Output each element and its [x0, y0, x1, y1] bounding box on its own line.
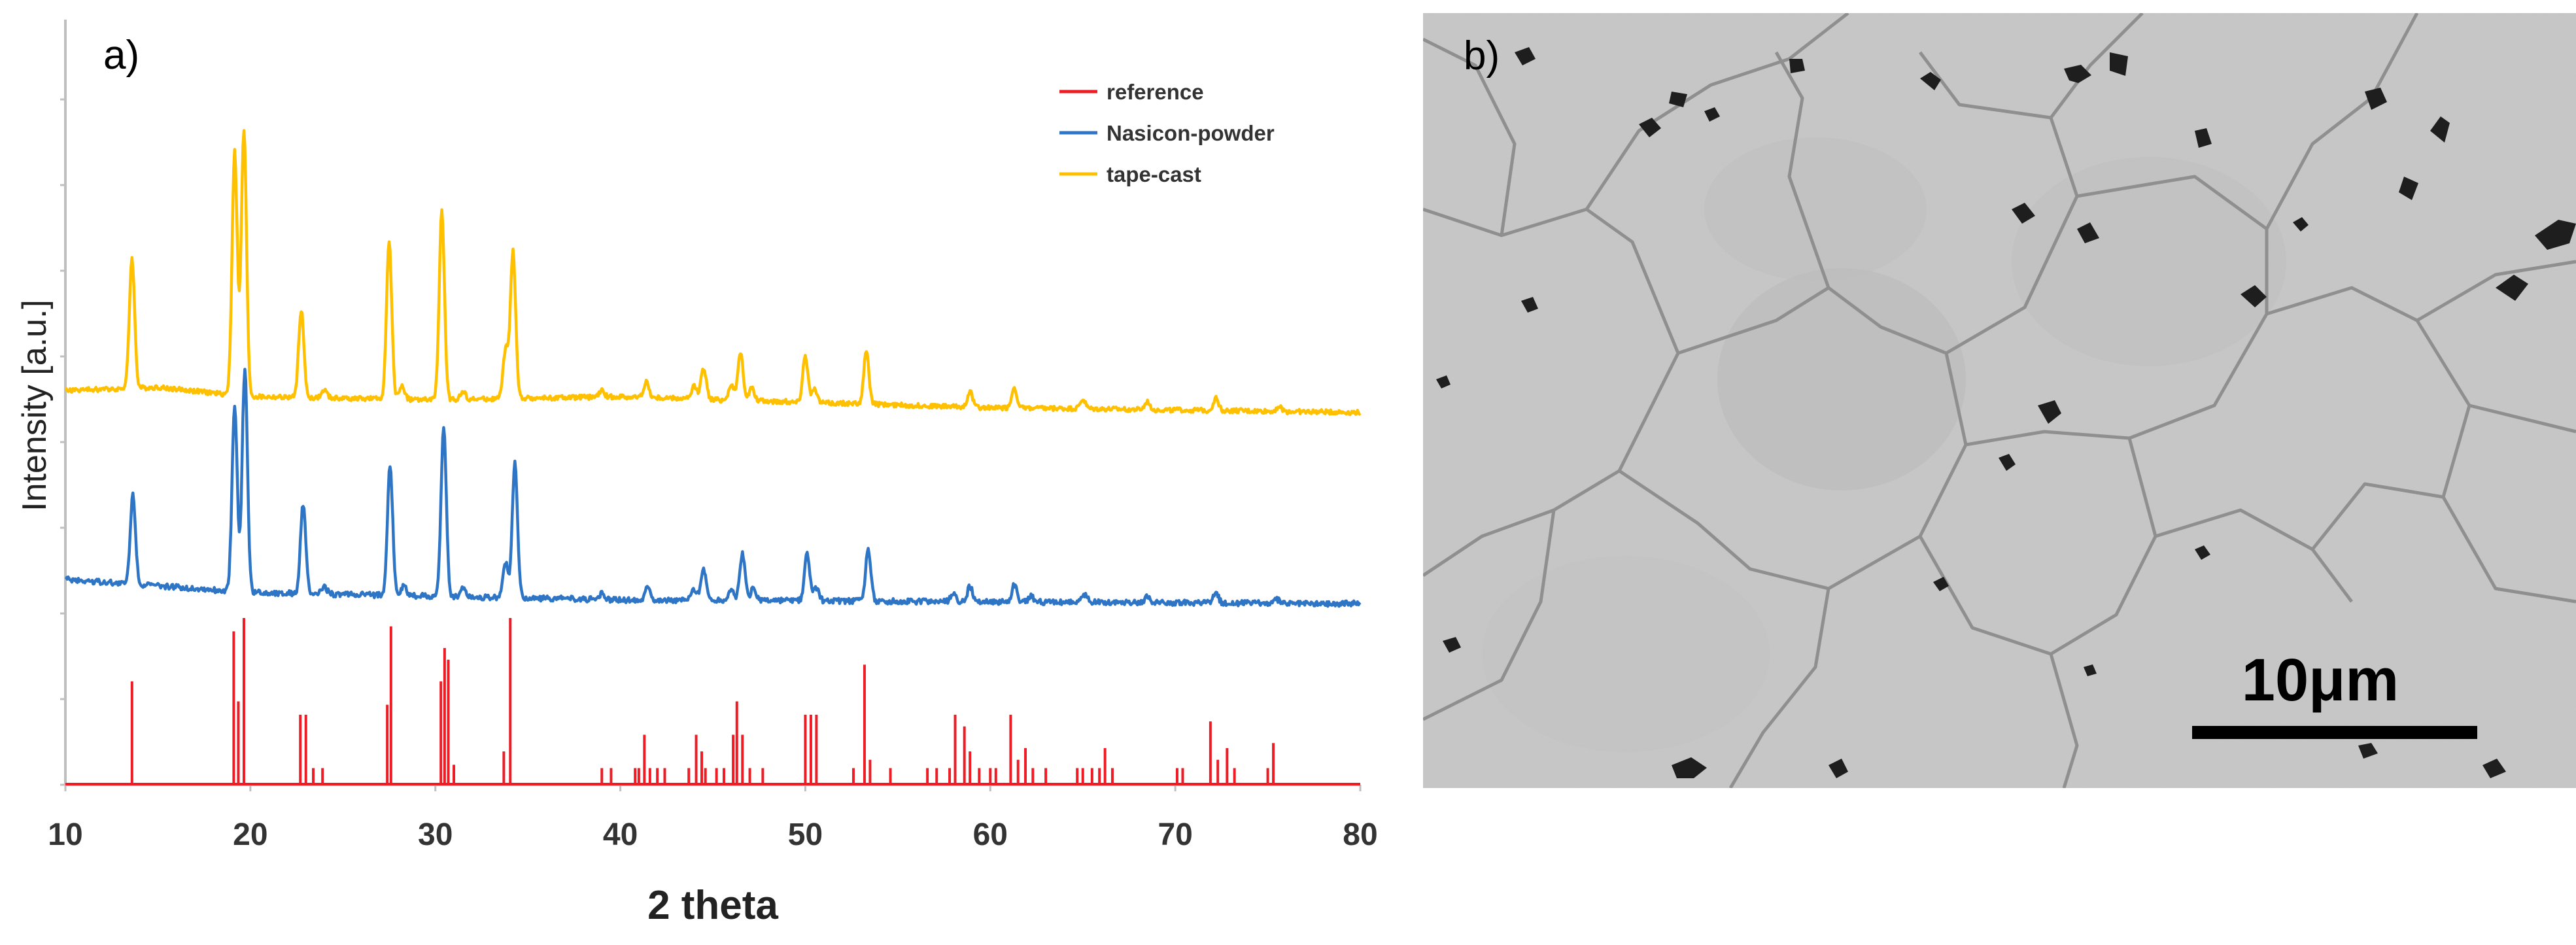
- x-axis-title: 2 theta: [647, 883, 778, 928]
- sem-texture: [1423, 13, 2576, 788]
- x-tick-label: 40: [603, 817, 638, 852]
- y-axis-title: Intensity [a.u.]: [16, 300, 54, 511]
- legend: reference Nasicon-powder tape-cast: [1059, 80, 1275, 186]
- legend-label: Nasicon-powder: [1107, 121, 1275, 145]
- x-tick-label: 20: [233, 817, 267, 852]
- grain-shade: [2012, 157, 2286, 366]
- x-tick-label: 30: [418, 817, 453, 852]
- grain-shade: [1717, 268, 1966, 490]
- grain-shade: [1704, 137, 1927, 281]
- sem-noise: [1423, 13, 2576, 788]
- legend-label: reference: [1107, 80, 1204, 104]
- scale-bar: [2192, 726, 2477, 739]
- x-tick-label: 80: [1343, 817, 1377, 852]
- x-tick-label: 50: [788, 817, 823, 852]
- series-layer: [64, 129, 1362, 785]
- x-tick-label: 60: [973, 817, 1008, 852]
- series-tape-cast: [64, 129, 1362, 417]
- grain-shade: [1482, 556, 1770, 752]
- grain-boundaries: [1423, 13, 2576, 788]
- series-reference: [65, 618, 1360, 785]
- series-nasicon-powder: [65, 368, 1362, 608]
- sem-micrograph: b) 10μm: [1423, 13, 2576, 788]
- x-tick-labels: 10 20 30 40 50 60 70 80: [48, 817, 1377, 852]
- y-axis-ticks: [60, 98, 65, 786]
- legend-label: tape-cast: [1107, 162, 1201, 186]
- xrd-chart: 10 20 30 40 50 60 70 80 2 theta Intensity [a.u.…: [16, 20, 1378, 928]
- panel-b-label: b): [1464, 33, 1500, 78]
- scale-bar-label: 10μm: [2241, 647, 2399, 713]
- x-tick-label: 10: [48, 817, 82, 852]
- xrd-figure: 10 20 30 40 50 60 70 80 2 theta Intensity [a.u.…: [16, 20, 1378, 928]
- x-tick-label: 70: [1158, 817, 1192, 852]
- panel-a-label: a): [103, 33, 139, 78]
- pores: [1436, 47, 2576, 778]
